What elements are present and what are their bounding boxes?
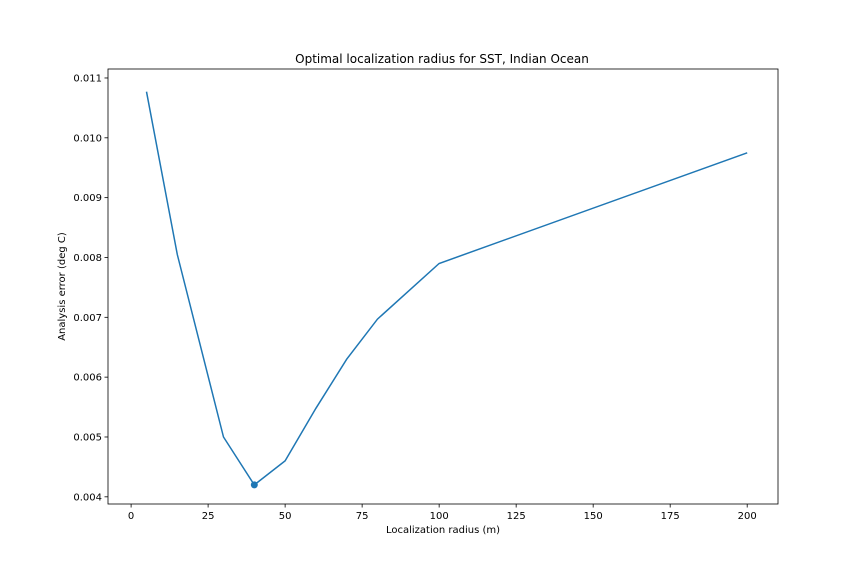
- minimum-point-marker: [250, 481, 258, 489]
- x-tick-label: 25: [202, 511, 215, 522]
- y-tick-label: 0.011: [73, 73, 102, 84]
- y-axis-label: Analysis error (deg C): [57, 232, 68, 341]
- x-tick-label: 175: [661, 511, 680, 522]
- x-axis-label: Localization radius (m): [386, 525, 500, 536]
- series-line: [145, 91, 748, 486]
- y-tick-label: 0.010: [73, 133, 102, 144]
- y-axis: 0.004 0.005 0.006 0.007 0.008 0.009 0.010 0.011: [73, 73, 108, 503]
- x-tick-label: 150: [584, 511, 603, 522]
- plot-area: [107, 68, 779, 505]
- x-tick-label: 100: [430, 511, 449, 522]
- x-tick-label: 0: [128, 511, 134, 522]
- x-tick-label: 125: [507, 511, 526, 522]
- y-tick-label: 0.006: [73, 373, 102, 384]
- y-tick-label: 0.009: [73, 193, 102, 204]
- y-tick-label: 0.005: [73, 432, 102, 443]
- chart-title: Optimal localization radius for SST, Ind…: [295, 52, 589, 66]
- y-tick-label: 0.004: [73, 492, 102, 503]
- x-tick-label: 75: [356, 511, 369, 522]
- y-tick-label: 0.008: [73, 253, 102, 264]
- y-tick-label: 0.007: [73, 313, 102, 324]
- x-axis: 0 25 50 75 100 125 150 175 200: [128, 504, 757, 522]
- x-tick-label: 200: [738, 511, 757, 522]
- x-tick-label: 50: [279, 511, 292, 522]
